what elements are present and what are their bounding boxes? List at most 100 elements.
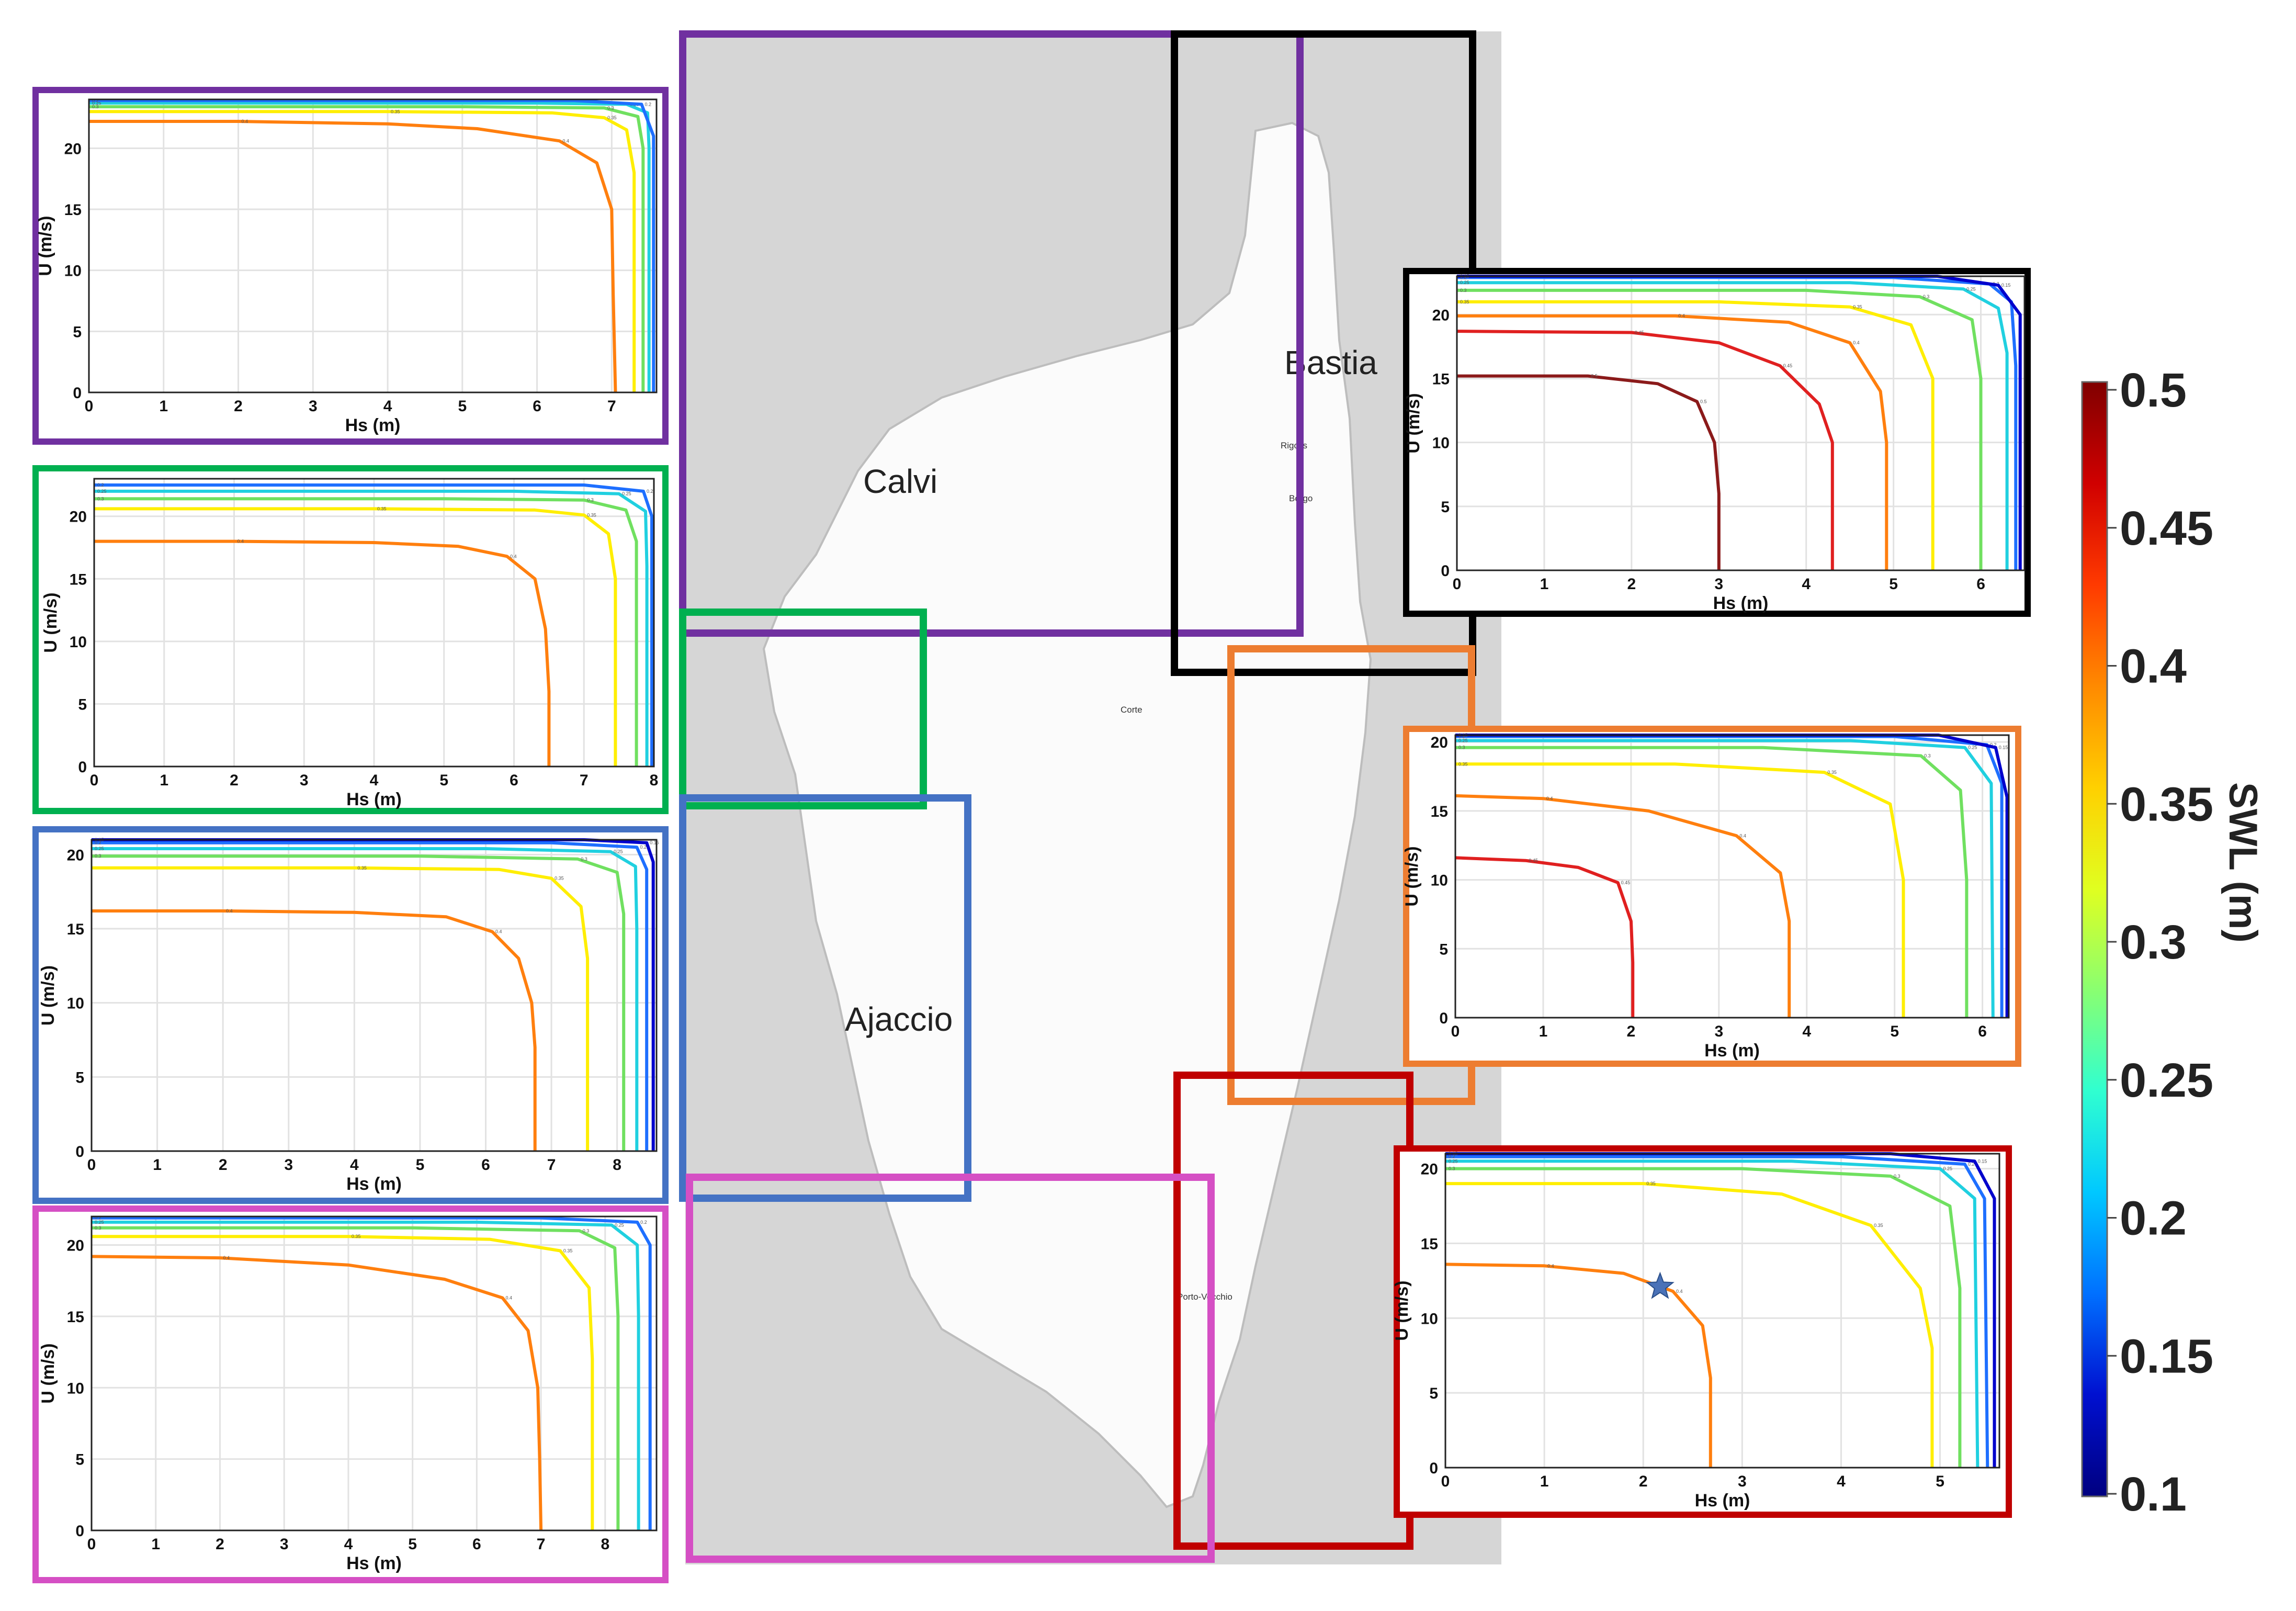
contour-label: 0.25 bbox=[614, 849, 623, 854]
contour-label: 0.35 bbox=[1853, 305, 1862, 310]
contour-label: 0.2 bbox=[1449, 1154, 1455, 1159]
contour-line-0.2 bbox=[94, 483, 653, 767]
x-tick-label: 1 bbox=[151, 1536, 160, 1553]
contour-label: 0.35 bbox=[1460, 299, 1469, 305]
x-tick-label: 8 bbox=[650, 772, 659, 789]
contour-label: 0.3 bbox=[587, 498, 594, 503]
x-tick-label: 1 bbox=[160, 772, 168, 789]
contour-line-0.25 bbox=[1445, 1159, 1980, 1468]
town-label-porto-vecchio: Porto-Vecchio bbox=[1177, 1292, 1232, 1302]
contour-label: 0.25 bbox=[1968, 745, 1977, 750]
contour-label: 0.35 bbox=[352, 1234, 361, 1239]
contour-line-0.45 bbox=[1455, 856, 1635, 1018]
x-axis-label: Hs (m) bbox=[345, 415, 401, 435]
x-tick-label: 0 bbox=[1441, 1473, 1450, 1490]
contour-label: 0.35 bbox=[1646, 1181, 1656, 1186]
x-tick-label: 7 bbox=[537, 1536, 546, 1553]
x-axis-label: Hs (m) bbox=[346, 790, 402, 809]
x-tick-label: 6 bbox=[533, 398, 541, 415]
contour-label: 0.4 bbox=[1678, 313, 1685, 319]
x-tick-label: 6 bbox=[510, 772, 518, 789]
x-tick-label: 0 bbox=[87, 1156, 96, 1174]
contour-label: 0.3 bbox=[97, 496, 104, 501]
contour-label: 0.4 bbox=[505, 1295, 512, 1300]
y-tick-label: 15 bbox=[70, 571, 87, 588]
x-tick-label: 4 bbox=[383, 398, 392, 415]
y-tick-label: 10 bbox=[67, 995, 84, 1012]
plot-area bbox=[89, 99, 657, 392]
x-axis-label: Hs (m) bbox=[346, 1553, 402, 1573]
x-tick-label: 1 bbox=[159, 398, 168, 415]
y-tick-label: 10 bbox=[1421, 1310, 1438, 1327]
x-axis-label: Hs (m) bbox=[1695, 1491, 1750, 1511]
contour-line-0.3 bbox=[1457, 288, 1983, 570]
contour-label: 0.35 bbox=[377, 506, 387, 511]
contour-label: 0.3 bbox=[95, 853, 101, 859]
city-label-calvi: Calvi bbox=[863, 463, 937, 500]
contour-label: 0.3 bbox=[1923, 294, 1930, 299]
zone-magenta bbox=[686, 1174, 1215, 1563]
x-tick-label: 4 bbox=[1802, 1023, 1811, 1040]
y-tick-label: 5 bbox=[78, 696, 87, 713]
colorbar-tick-label: 0.1 bbox=[2120, 1468, 2187, 1521]
y-tick-label: 10 bbox=[1432, 435, 1450, 452]
axes-box bbox=[1454, 734, 2010, 1019]
x-tick-label: 2 bbox=[1639, 1473, 1648, 1490]
contour-line-0.3 bbox=[94, 497, 638, 767]
x-tick-label: 6 bbox=[472, 1536, 481, 1553]
star-marker bbox=[1645, 1271, 1675, 1299]
x-tick-label: 0 bbox=[87, 1536, 96, 1553]
x-tick-label: 4 bbox=[350, 1156, 359, 1174]
contour-label: 0.2 bbox=[97, 482, 104, 488]
contour-line-0.35 bbox=[92, 866, 590, 1151]
x-tick-label: 6 bbox=[481, 1156, 490, 1174]
x-axis-label: Hs (m) bbox=[346, 1174, 402, 1194]
contour-line-0.45 bbox=[1456, 330, 1834, 570]
contour-label: 0.3 bbox=[92, 104, 99, 109]
contour-label: 0.2 bbox=[1968, 1162, 1975, 1167]
colorbar-tick-label: 0.25 bbox=[2120, 1054, 2213, 1107]
colorbar-tick-label: 0.35 bbox=[2120, 778, 2213, 831]
contour-label: 0.45 bbox=[1621, 880, 1631, 885]
contour-label: 0.25 bbox=[615, 1222, 624, 1227]
contour-label: 0.2 bbox=[644, 102, 651, 107]
axes-box bbox=[1444, 1153, 2000, 1469]
contour-label: 0.4 bbox=[510, 554, 517, 559]
axes-box bbox=[93, 478, 655, 768]
contour-line-0.4 bbox=[91, 1255, 543, 1531]
x-tick-label: 3 bbox=[1714, 576, 1723, 593]
contour-label: 0.25 bbox=[1943, 1166, 1953, 1171]
x-tick-label: 1 bbox=[1540, 1473, 1549, 1490]
contour-label: 0.3 bbox=[1460, 288, 1467, 293]
y-tick-label: 15 bbox=[1431, 803, 1448, 820]
contour-label: 0.25 bbox=[92, 100, 101, 106]
x-tick-label: 2 bbox=[219, 1156, 228, 1174]
y-tick-label: 0 bbox=[1439, 1010, 1448, 1027]
axes-box bbox=[91, 1215, 658, 1531]
x-tick-label: 7 bbox=[607, 398, 616, 415]
colorbar-tick-label: 0.5 bbox=[2120, 364, 2187, 417]
y-tick-label: 20 bbox=[67, 847, 84, 864]
contour-label: 0.2 bbox=[92, 98, 99, 103]
y-axis-label: U (m/s) bbox=[38, 1343, 58, 1403]
town-label-corte: Corte bbox=[1121, 705, 1143, 715]
contour-line-0.4 bbox=[1445, 1263, 1712, 1468]
contour-label: 0.25 bbox=[1966, 286, 1976, 291]
y-tick-label: 5 bbox=[73, 323, 82, 341]
zone-blue bbox=[679, 794, 971, 1202]
x-tick-label: 6 bbox=[1976, 576, 1985, 593]
colorbar-tick-label: 0.2 bbox=[2120, 1192, 2187, 1245]
contour-label: 0.45 bbox=[1529, 858, 1538, 863]
contour-label: 0.15 bbox=[1999, 745, 2008, 750]
x-tick-label: 8 bbox=[601, 1536, 609, 1553]
x-tick-label: 4 bbox=[1802, 576, 1811, 593]
contour-label: 0.35 bbox=[1458, 761, 1468, 767]
contour-line-0.2 bbox=[92, 1216, 652, 1530]
y-tick-label: 5 bbox=[1439, 941, 1448, 958]
contour-line-0.25 bbox=[1457, 281, 2009, 570]
y-tick-label: 15 bbox=[1421, 1235, 1438, 1253]
x-tick-label: 2 bbox=[230, 772, 239, 789]
y-tick-label: 0 bbox=[1441, 562, 1450, 580]
